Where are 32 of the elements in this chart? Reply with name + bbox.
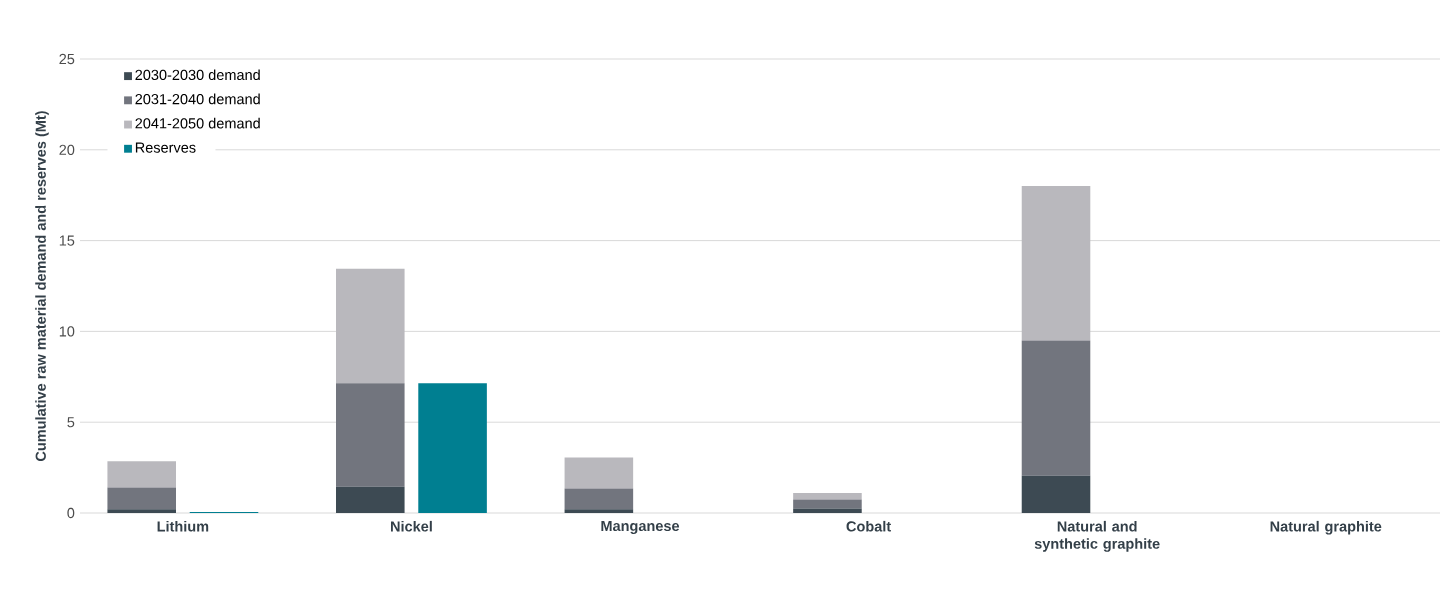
bar	[107, 487, 176, 510]
y-tick-label: 25	[59, 53, 75, 65]
bar	[793, 499, 862, 509]
bar	[1021, 186, 1091, 341]
x-tick-label: Natural graphite	[1270, 520, 1382, 535]
y-tick-label: 0	[67, 507, 75, 519]
bar	[336, 268, 405, 384]
x-tick-label: Lithium	[157, 520, 209, 532]
x-tick-label: Natural and synthetic graphite	[1034, 520, 1160, 552]
bar	[564, 488, 634, 510]
y-tick-label: 5	[67, 417, 75, 428]
legend-label: 2030-2030 demand	[135, 69, 260, 81]
y-tick-label: 15	[59, 235, 75, 246]
legend-label: 2041-2050 demand	[135, 117, 260, 129]
bar	[793, 493, 862, 500]
y-tick-label: 20	[59, 144, 75, 155]
bar	[336, 486, 405, 513]
x-tick-label: Manganese	[601, 520, 680, 534]
x-tick-label: Nickel	[391, 520, 432, 532]
y-tick-label: 10	[59, 326, 75, 337]
bar	[793, 508, 862, 513]
bar	[107, 461, 176, 488]
bar	[336, 383, 405, 487]
bar	[1021, 475, 1091, 513]
legend-label: Reserves	[135, 142, 196, 153]
legend-label: 2031-2040 demand	[135, 93, 260, 105]
x-tick-label: Cobalt	[846, 520, 892, 532]
bar	[1021, 340, 1091, 476]
bar	[564, 509, 634, 513]
bar	[107, 509, 176, 513]
y-axis-title: Cumulative raw material demand and reserves (Mt)	[35, 111, 49, 462]
bar	[564, 457, 634, 489]
